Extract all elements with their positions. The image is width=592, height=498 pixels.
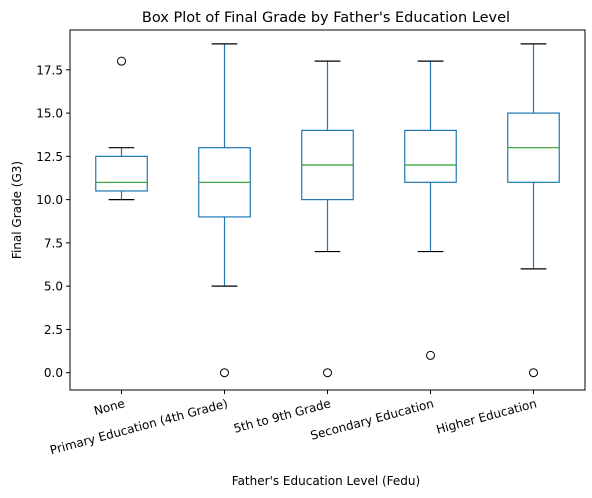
y-tick-label: 7.5 <box>44 236 63 250</box>
y-axis: 0.0 2.5 5.0 7.5 10.0 12.5 15.0 17.5 <box>36 63 70 380</box>
x-tick-label: None <box>92 396 126 418</box>
box-group <box>198 43 251 378</box>
box-series <box>95 43 560 378</box>
chart-title: Box Plot of Final Grade by Father's Educ… <box>142 10 510 26</box>
outlier-point <box>426 350 435 360</box>
x-tick-label: Primary Education (4th Grade) <box>48 396 229 457</box>
box-group <box>301 60 354 378</box>
outlier-point <box>117 56 126 66</box>
x-tick-label: Higher Education <box>435 396 539 436</box>
box-iqr <box>404 129 457 183</box>
outlier-point <box>529 368 538 378</box>
y-tick-label: 10.0 <box>36 193 63 207</box>
box-group <box>404 60 457 360</box>
outlier-point <box>323 368 332 378</box>
y-tick-label: 0.0 <box>44 366 63 380</box>
box-iqr <box>95 155 148 192</box>
box-group <box>507 43 560 378</box>
outlier-point <box>220 368 229 378</box>
y-tick-label: 12.5 <box>36 150 63 164</box>
y-axis-label: Final Grade (G3) <box>10 161 24 259</box>
y-tick-label: 15.0 <box>36 107 63 121</box>
box-group <box>95 56 148 201</box>
y-tick-label: 5.0 <box>44 280 63 294</box>
y-tick-label: 2.5 <box>44 323 63 337</box>
y-tick-label: 17.5 <box>36 63 63 77</box>
x-axis-label: Father's Education Level (Fedu) <box>232 474 420 488</box>
